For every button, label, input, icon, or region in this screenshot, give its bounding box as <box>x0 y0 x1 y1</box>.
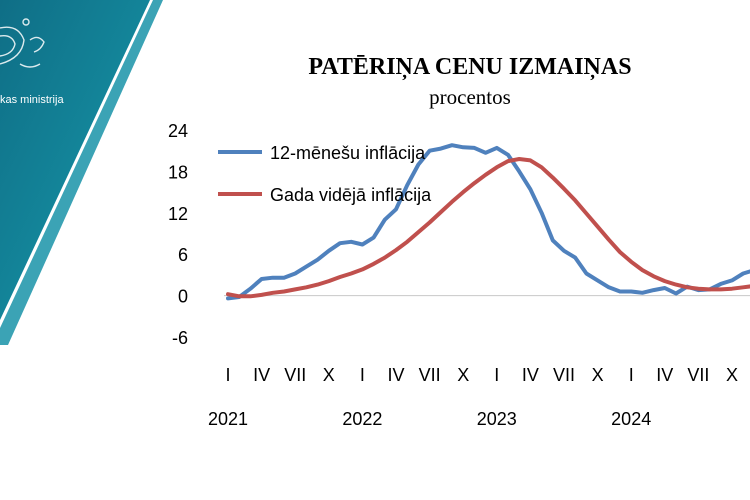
x-tick-month: I <box>494 365 499 385</box>
chart-subtitle: procentos <box>429 85 511 109</box>
y-tick-label: 18 <box>168 162 188 182</box>
x-tick-month: VII <box>284 365 306 385</box>
x-tick-month: VII <box>553 365 575 385</box>
y-tick-label: -6 <box>172 328 188 348</box>
x-tick-month: I <box>629 365 634 385</box>
x-tick-month: IV <box>522 365 539 385</box>
banner-stripe <box>0 0 163 345</box>
y-tick-label: 12 <box>168 204 188 224</box>
x-tick-year: 2021 <box>208 409 248 429</box>
y-tick-label: 24 <box>168 121 188 141</box>
x-tick-month: VII <box>687 365 709 385</box>
legend-label-annual-average: Gada vidējā inflācija <box>270 185 432 205</box>
x-tick-month: VII <box>419 365 441 385</box>
x-tick-year: 2024 <box>611 409 651 429</box>
x-tick-month: X <box>323 365 335 385</box>
coat-of-arms-icon <box>0 18 45 68</box>
legend: 12-mēnešu inflācija Gada vidējā inflācij… <box>218 143 432 205</box>
banner-panel <box>0 0 150 320</box>
x-tick-month: X <box>592 365 604 385</box>
y-tick-label: 6 <box>178 245 188 265</box>
x-tick-month: X <box>457 365 469 385</box>
ministry-label: kas ministrija <box>0 94 64 106</box>
x-tick-month: IV <box>253 365 270 385</box>
y-tick-label: 0 <box>178 287 188 307</box>
x-tick-month: IV <box>387 365 404 385</box>
x-tick-month: X <box>726 365 738 385</box>
x-tick-year: 2023 <box>477 409 517 429</box>
legend-label-12-month: 12-mēnešu inflācija <box>270 143 426 163</box>
chart-title: PATĒRIŅA CENU IZMAIŅAS <box>308 54 631 81</box>
y-axis: 24 18 12 6 0 -6 <box>168 121 188 348</box>
series-group <box>226 143 750 301</box>
series-line-annual-average <box>226 157 750 299</box>
x-tick-month: IV <box>656 365 673 385</box>
x-tick-month: I <box>225 365 230 385</box>
x-tick-month: I <box>360 365 365 385</box>
series-line-12-month <box>226 143 750 301</box>
x-axis: I IV VII X I IV VII X I IV VII X I IV VII X 2021 2022 2023… <box>208 365 738 429</box>
x-tick-year: 2022 <box>342 409 382 429</box>
